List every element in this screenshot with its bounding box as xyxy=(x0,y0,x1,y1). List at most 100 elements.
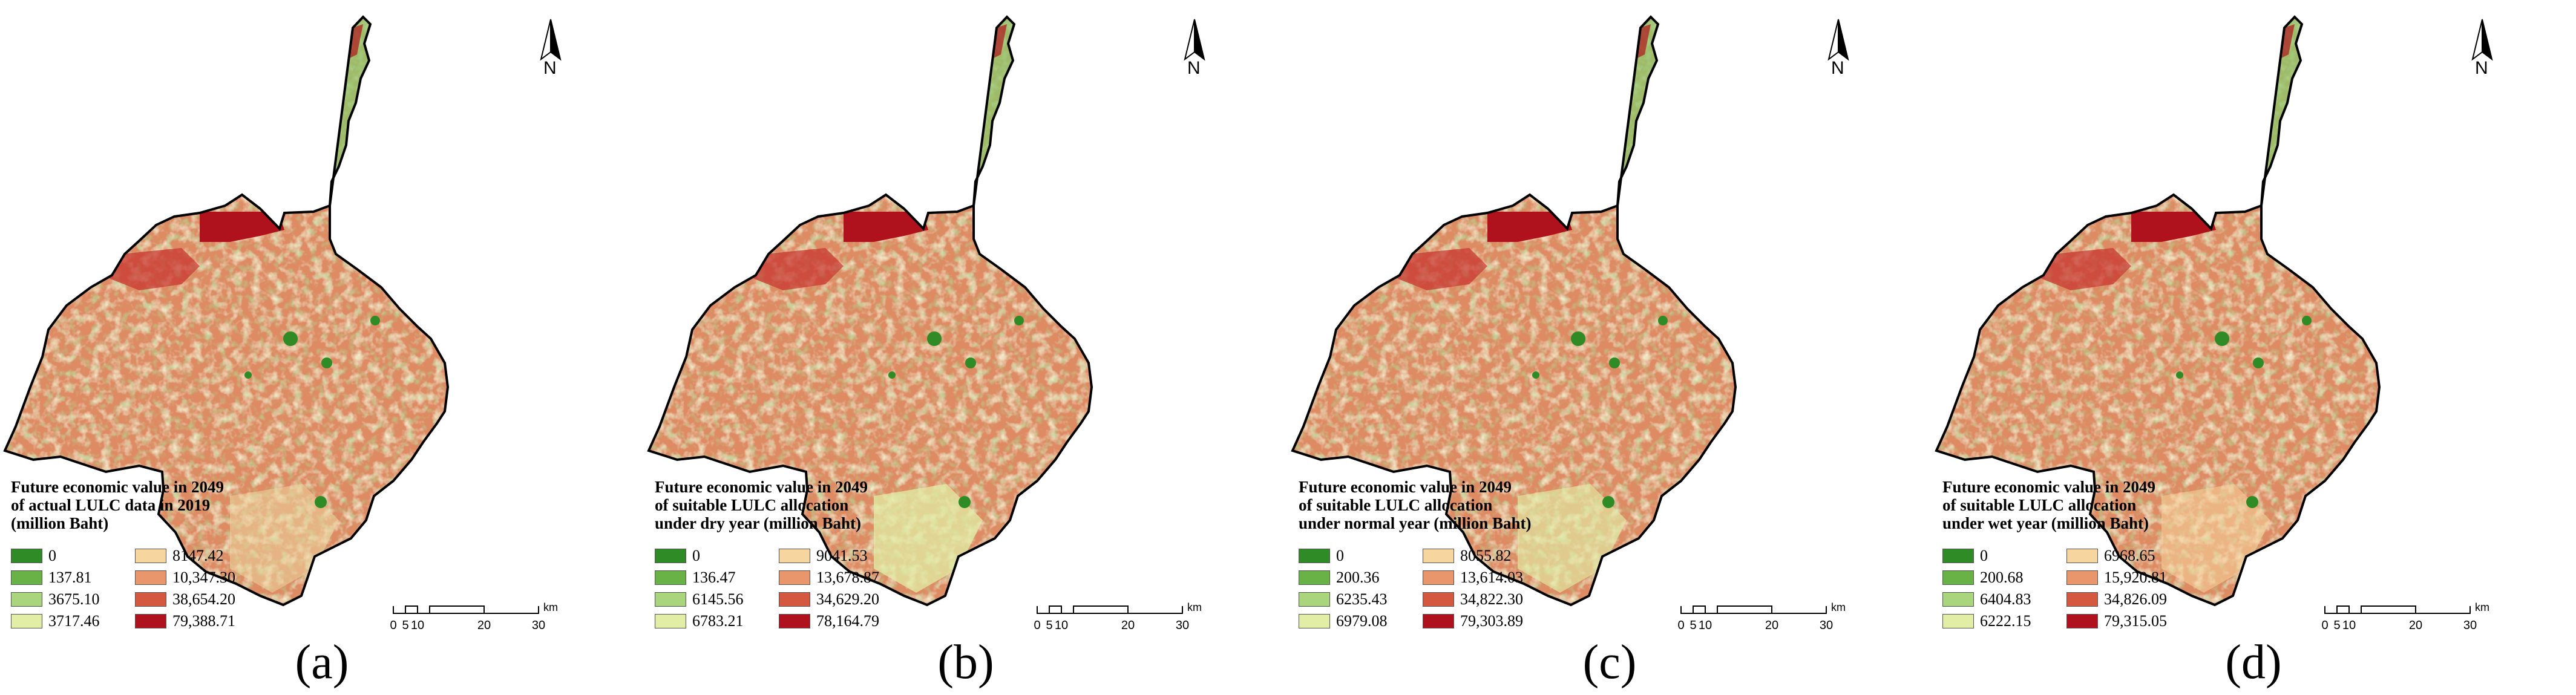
legend-swatch xyxy=(1423,549,1454,563)
legend-swatch xyxy=(135,570,166,585)
scale-tick: 20 xyxy=(1121,619,1135,632)
green-patch xyxy=(2246,496,2258,508)
north-arrow-label: N xyxy=(2475,58,2488,78)
green-patch xyxy=(2176,371,2183,379)
scale-tick: 5 xyxy=(1689,619,1696,632)
north-arrow-label: N xyxy=(1187,58,1201,78)
legend-value: 79,315.05 xyxy=(2104,612,2167,630)
legend-value: 38,654.20 xyxy=(172,590,235,608)
legend-title-line: Future economic value in 2049 xyxy=(11,478,224,496)
legend-value: 9041.53 xyxy=(816,547,868,564)
legend-item: 13,678.87 xyxy=(779,568,900,589)
legend-item: 3675.10 xyxy=(11,590,132,610)
legend-value: 3675.10 xyxy=(48,590,100,608)
high-value-west xyxy=(2040,248,2131,290)
legend-title-line: of actual LULC data in 2019 xyxy=(11,496,211,514)
map-panel-d: N Future economic value in 2049 of suita… xyxy=(1932,0,2575,695)
legend-item: 10,347.30 xyxy=(135,568,256,589)
legend-item: 200.36 xyxy=(1299,568,1420,589)
legend-value: 34,629.20 xyxy=(816,590,879,608)
scale-tick: 0 xyxy=(1034,619,1040,632)
green-patch xyxy=(888,371,896,379)
legend-item: 34,822.30 xyxy=(1423,590,1544,610)
green-patch xyxy=(1532,371,1539,379)
legend-value: 3717.46 xyxy=(48,612,100,630)
scale-unit: km xyxy=(2475,601,2489,613)
legend-item: 136.47 xyxy=(655,568,776,589)
green-patch xyxy=(927,331,942,346)
legend-swatch xyxy=(655,549,686,563)
legend-swatch xyxy=(135,592,166,607)
map-panel-b: N Future economic value in 2049 of suita… xyxy=(644,0,1288,695)
high-value-west xyxy=(1397,248,1487,290)
legend-value: 34,822.30 xyxy=(1460,590,1523,608)
legend-item: 78,164.79 xyxy=(779,612,900,632)
legend-swatch xyxy=(1299,614,1330,628)
scale-bar: 0 5 10 20 30 km xyxy=(390,601,558,632)
scale-unit: km xyxy=(1187,601,1202,613)
legend-title-line: Future economic value in 2049 xyxy=(1299,478,1512,496)
scale-tick: 10 xyxy=(1055,619,1068,632)
green-patch xyxy=(2302,316,2312,325)
legend-value: 6783.21 xyxy=(692,612,744,630)
legend-value: 79,303.89 xyxy=(1460,612,1523,630)
legend-title-line: of suitable LULC allocation xyxy=(655,496,849,514)
legend-swatch xyxy=(1942,614,1974,628)
legend-item: 0 xyxy=(1299,546,1420,567)
scale-tick: 0 xyxy=(2321,619,2328,632)
legend-item: 0 xyxy=(655,546,776,567)
legend-swatch xyxy=(11,614,42,628)
legend-value: 6404.83 xyxy=(1980,590,2031,608)
legend-value: 79,388.71 xyxy=(172,612,235,630)
legend-item: 8147.42 xyxy=(135,546,256,567)
high-value-west xyxy=(109,248,200,290)
high-value-band xyxy=(844,212,928,242)
legend-item: 6145.56 xyxy=(655,590,776,610)
legend-swatch xyxy=(11,549,42,563)
legend-value: 8147.42 xyxy=(172,547,224,564)
legend-item: 79,303.89 xyxy=(1423,612,1544,632)
legend-item: 9041.53 xyxy=(779,546,900,567)
legend-title: Future economic value in 2049 of actual … xyxy=(11,478,265,532)
legend-value: 200.68 xyxy=(1980,569,2024,586)
legend-item: 0 xyxy=(1942,546,2063,567)
legend-value: 8055.82 xyxy=(1460,547,1512,564)
legend-item: 3717.46 xyxy=(11,612,132,632)
legend-item: 137.81 xyxy=(11,568,132,589)
legend-swatch xyxy=(1299,549,1330,563)
green-patch xyxy=(2253,357,2264,368)
legend-swatch xyxy=(11,570,42,585)
scale-tick: 10 xyxy=(2342,619,2356,632)
legend-value: 136.47 xyxy=(692,569,736,586)
legend-value: 6222.15 xyxy=(1980,612,2031,630)
legend-swatch xyxy=(2066,570,2098,585)
legend-swatch xyxy=(779,549,810,563)
green-patch xyxy=(1658,316,1668,325)
legend-title-line: of suitable LULC allocation xyxy=(1299,496,1493,514)
legend-title-line: of suitable LULC allocation xyxy=(1942,496,2137,514)
scale-bar: 0 5 10 20 30 km xyxy=(1034,601,1202,632)
legend-value: 34,826.09 xyxy=(2104,590,2167,608)
panel-label: (d) xyxy=(2225,636,2282,689)
green-patch xyxy=(1609,357,1620,368)
legend-value: 15,920.81 xyxy=(2104,569,2167,586)
legend-item: 15,920.81 xyxy=(2066,568,2188,589)
north-arrow-label: N xyxy=(543,58,557,78)
legend-swatch xyxy=(1423,614,1454,628)
panel-label: (b) xyxy=(937,636,994,689)
legend-swatch xyxy=(1299,592,1330,607)
green-patch xyxy=(321,357,332,368)
north-arrow-icon xyxy=(1827,19,1849,61)
green-patch xyxy=(1014,316,1024,325)
high-value-band xyxy=(200,212,284,242)
scale-unit: km xyxy=(1831,601,1846,613)
scale-tick: 20 xyxy=(1765,619,1778,632)
legend-value: 6235.43 xyxy=(1336,590,1388,608)
scale-tick: 10 xyxy=(411,619,424,632)
legend-value: 78,164.79 xyxy=(816,612,879,630)
scale-tick: 0 xyxy=(390,619,396,632)
legend-swatch xyxy=(11,592,42,607)
green-patch xyxy=(315,496,327,508)
legend-value: 200.36 xyxy=(1336,569,1380,586)
scale-unit: km xyxy=(543,601,558,613)
